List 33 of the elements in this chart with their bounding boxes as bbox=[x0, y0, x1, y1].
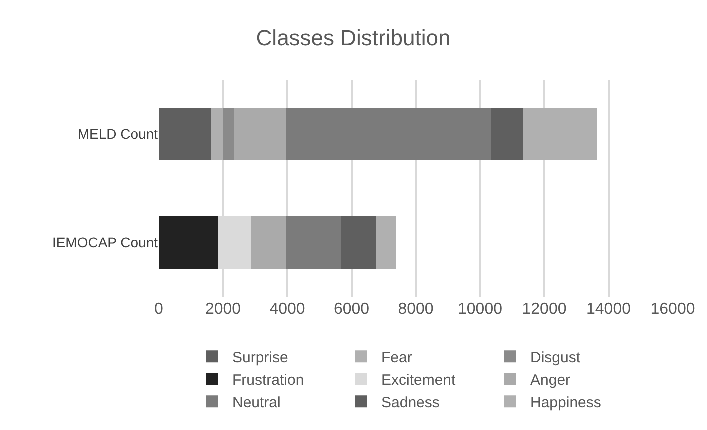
bar bbox=[234, 108, 286, 160]
legend-label: Fear bbox=[382, 350, 412, 366]
bar bbox=[159, 216, 218, 269]
x-tick-label: 4000 bbox=[270, 301, 306, 318]
bar bbox=[376, 216, 396, 269]
legend-label: Anger bbox=[530, 372, 571, 389]
legend-label: Disgust bbox=[530, 350, 582, 366]
x-tick-label: 10000 bbox=[458, 301, 503, 318]
bar bbox=[286, 108, 492, 160]
bar bbox=[159, 108, 212, 160]
legend-label: Frustration bbox=[232, 372, 304, 389]
y-tick-label: MELD Count bbox=[78, 126, 158, 142]
bar bbox=[251, 216, 287, 269]
bar bbox=[523, 108, 598, 160]
bar bbox=[222, 108, 234, 160]
x-tick-label: 12000 bbox=[522, 301, 567, 318]
legend-label: Happiness bbox=[530, 394, 602, 412]
x-tick-label: 0 bbox=[154, 301, 164, 318]
legend-label: Surprise bbox=[232, 350, 288, 366]
x-tick-label: 2000 bbox=[205, 301, 242, 318]
bar bbox=[491, 108, 524, 160]
bar bbox=[341, 216, 376, 269]
legend-label: Neutral bbox=[232, 394, 281, 412]
bar bbox=[211, 108, 223, 160]
x-tick-label: 6000 bbox=[334, 301, 370, 318]
x-tick-label: 14000 bbox=[586, 301, 632, 318]
bar bbox=[286, 216, 342, 269]
legend-label: Sadness bbox=[382, 394, 440, 412]
legend-label: Excitement bbox=[382, 372, 457, 389]
chart-title: Classes Distribution bbox=[256, 26, 451, 50]
x-tick-label: 16000 bbox=[650, 301, 696, 318]
x-tick-label: 8000 bbox=[398, 301, 434, 318]
y-tick-label: IEMOCAP Count bbox=[52, 234, 158, 251]
